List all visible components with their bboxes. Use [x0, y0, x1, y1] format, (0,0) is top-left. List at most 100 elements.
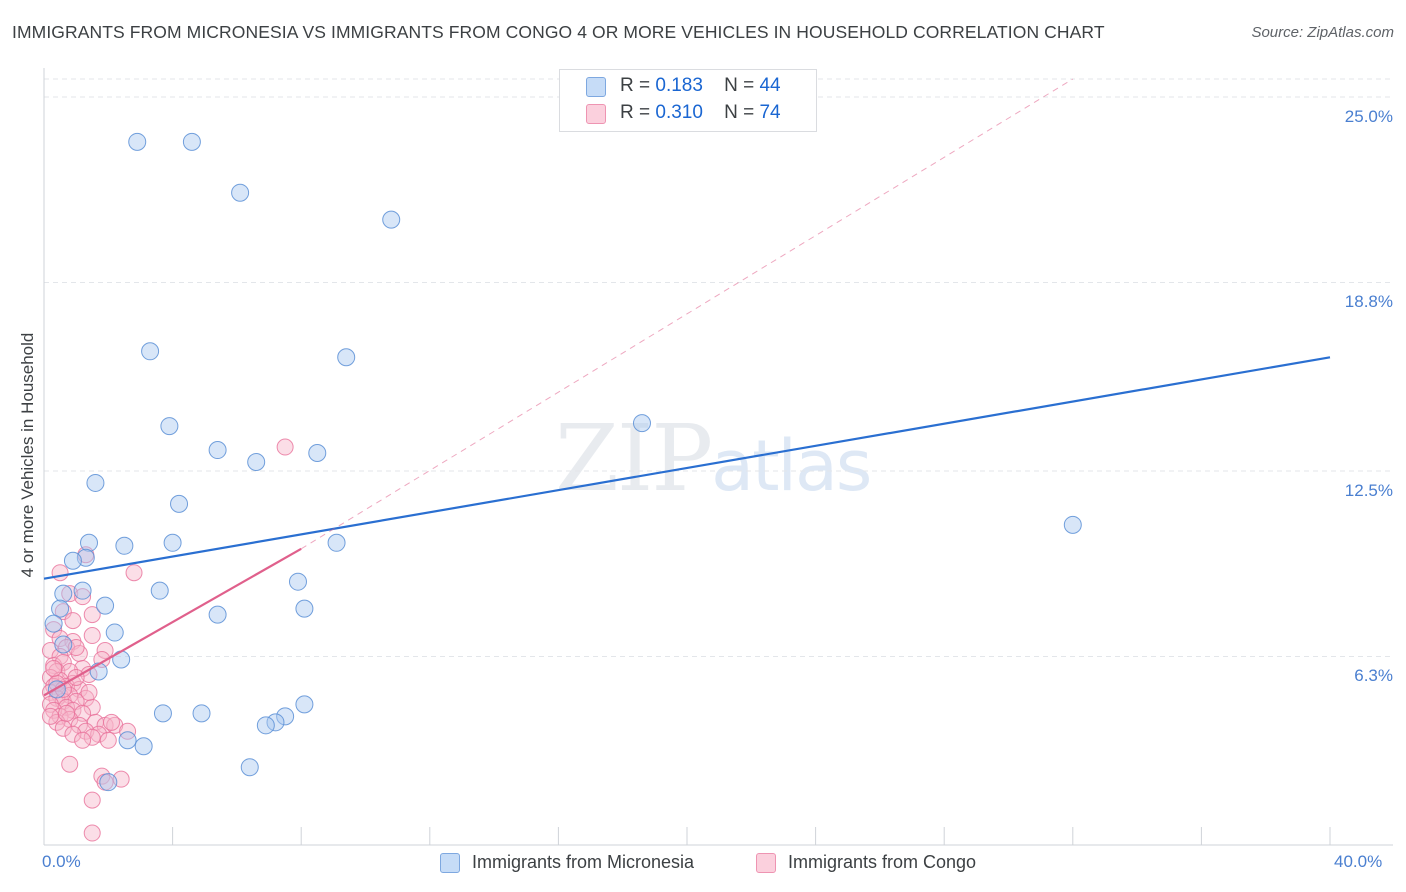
grid-lines — [44, 78, 1393, 657]
micronesia-point — [86, 473, 105, 492]
micronesia-point — [231, 183, 250, 202]
congo-point — [83, 791, 101, 809]
watermark-atlas: atlas — [711, 425, 872, 507]
source-label: Source: ZipAtlas.com — [1251, 24, 1394, 41]
congo-point — [83, 627, 101, 645]
congo-point — [61, 755, 79, 773]
congo-point — [58, 704, 76, 722]
congo-point — [51, 630, 69, 648]
micronesia-point — [170, 494, 189, 513]
micronesia-point — [163, 533, 182, 552]
micronesia-point — [160, 417, 179, 436]
micronesia-point — [150, 581, 169, 600]
congo-point — [103, 713, 121, 731]
congo-point — [99, 731, 117, 749]
micronesia-point — [327, 533, 346, 552]
congo-point — [64, 725, 82, 743]
x-tick-label-min: 0.0% — [42, 852, 81, 871]
micronesia-point — [192, 704, 211, 723]
watermark-zip: ZIP — [555, 405, 713, 512]
congo-point — [74, 588, 92, 606]
micronesia-point — [208, 441, 227, 460]
y-tick-label: 25.0% — [1344, 106, 1393, 126]
micronesia-point — [96, 596, 115, 615]
micronesia-point — [1063, 515, 1082, 534]
micronesia-point — [632, 414, 651, 433]
micronesia-point — [51, 599, 70, 618]
y-tick-label: 18.8% — [1344, 292, 1393, 312]
congo-point — [74, 731, 92, 749]
legend-r-value-congo: 0.310 — [655, 102, 703, 123]
legend-swatch-congo — [756, 853, 776, 873]
congo-point — [83, 728, 101, 746]
micronesia-trend-line — [43, 356, 1331, 580]
y-tick-label: 6.3% — [1354, 666, 1393, 686]
legend-swatch-micronesia — [440, 853, 460, 873]
micronesia-point — [308, 444, 327, 463]
micronesia-point — [115, 536, 134, 555]
micronesia-point — [141, 342, 160, 361]
legend-n-label: N = — [724, 102, 755, 123]
congo-point — [54, 653, 72, 671]
micronesia-point — [54, 635, 73, 654]
micronesia-point — [295, 599, 314, 618]
legend-n-label: N = — [724, 75, 755, 96]
trend-lines — [43, 78, 1331, 697]
x-tick-label-max: 40.0% — [1334, 852, 1383, 871]
micronesia-point — [337, 348, 356, 367]
micronesia-point — [44, 614, 63, 633]
congo-point — [77, 722, 95, 740]
congo-point — [96, 642, 114, 660]
legend-label-micronesia: Immigrants from Micronesia — [472, 852, 695, 872]
watermark: ZIPatlas — [555, 405, 872, 512]
micronesia-points — [44, 132, 1082, 792]
legend-label-congo: Immigrants from Congo — [788, 852, 977, 872]
micronesia-point — [63, 551, 82, 570]
congo-point — [64, 612, 82, 630]
legend-n-value-congo: 74 — [759, 102, 781, 123]
micronesia-point — [266, 713, 285, 732]
y-axis-label: 4 or more Vehicles in Household — [18, 332, 37, 578]
legend-r-label: R = — [620, 102, 651, 123]
congo-point — [83, 824, 101, 842]
micronesia-point — [80, 533, 99, 552]
micronesia-point — [134, 737, 153, 756]
axes — [43, 68, 1393, 846]
congo-trend-line — [43, 547, 302, 697]
micronesia-point — [89, 662, 108, 681]
legend-swatch-congo — [586, 104, 606, 124]
micronesia-point — [54, 584, 73, 603]
micronesia-point — [105, 623, 124, 642]
congo-point — [83, 606, 101, 624]
micronesia-point — [247, 453, 266, 471]
congo-point — [51, 564, 69, 582]
micronesia-point — [153, 704, 172, 723]
congo-point — [125, 564, 143, 582]
congo-point — [45, 621, 63, 639]
congo-point — [80, 683, 98, 701]
micronesia-point — [288, 572, 307, 591]
micronesia-point — [240, 758, 259, 777]
micronesia-point — [128, 132, 147, 151]
micronesia-point — [99, 773, 118, 792]
micronesia-point — [118, 731, 137, 750]
micronesia-point — [208, 605, 227, 624]
legend-text-micronesia: R = 0.183 N = 44 — [620, 75, 781, 97]
congo-point — [45, 659, 63, 677]
congo-point — [41, 707, 59, 725]
micronesia-point — [73, 581, 92, 600]
legend-text-congo: R = 0.310 N = 74 — [620, 102, 781, 124]
micronesia-point — [276, 707, 295, 726]
micronesia-point — [382, 210, 401, 229]
micronesia-point — [256, 716, 275, 735]
legend-r-value-micronesia: 0.183 — [655, 75, 703, 96]
legend-swatch-micronesia — [586, 77, 606, 97]
micronesia-point — [295, 695, 314, 714]
correlation-legend: R = 0.183 N = 44 R = 0.310 N = 74 — [559, 69, 817, 132]
micronesia-point — [182, 132, 201, 151]
chart-title: IMMIGRANTS FROM MICRONESIA VS IMMIGRANTS… — [12, 22, 1105, 42]
congo-point — [276, 438, 294, 456]
legend-r-label: R = — [620, 75, 651, 96]
congo-points — [41, 438, 294, 842]
